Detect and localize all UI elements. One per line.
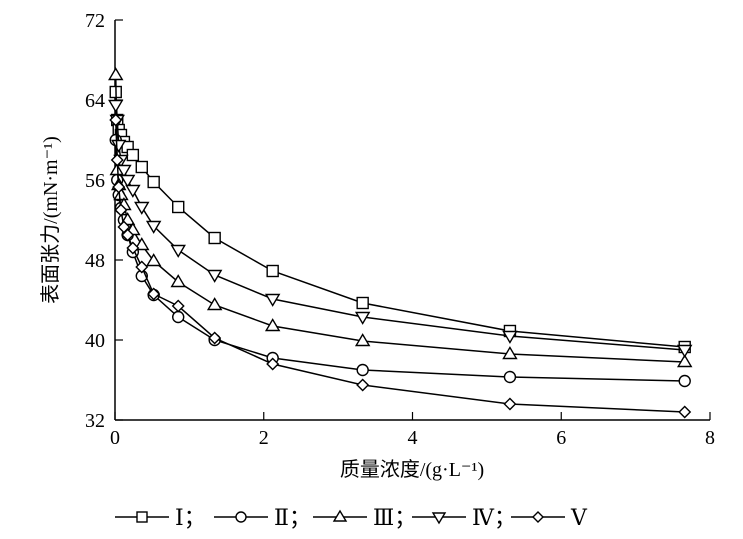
triangle-down-marker bbox=[170, 244, 186, 258]
diamond-marker bbox=[266, 357, 280, 371]
y-tick-label: 40 bbox=[85, 330, 105, 352]
square-marker bbox=[136, 511, 148, 523]
legend-item-5: Ⅴ bbox=[511, 505, 588, 530]
legend: Ⅰ； Ⅱ； Ⅲ； Ⅳ； Ⅴ bbox=[115, 505, 588, 530]
triangle-up-marker bbox=[170, 274, 186, 288]
x-tick-label: 2 bbox=[259, 427, 269, 449]
diamond-marker bbox=[503, 397, 517, 411]
triangle-up-marker bbox=[354, 333, 371, 347]
diamond-marker bbox=[678, 405, 692, 419]
square-marker bbox=[135, 160, 148, 174]
legend-item-4: Ⅳ； bbox=[412, 505, 516, 530]
triangle-up-marker bbox=[145, 253, 162, 267]
triangle-up-marker bbox=[264, 318, 281, 332]
triangle-up-marker bbox=[108, 67, 124, 81]
square-marker bbox=[266, 264, 279, 278]
diamond-marker bbox=[110, 153, 124, 167]
diamond-marker bbox=[114, 203, 128, 217]
triangle-down-marker bbox=[264, 293, 281, 307]
y-tick-label: 48 bbox=[85, 250, 105, 272]
diamond-marker bbox=[147, 287, 161, 301]
x-tick-label: 8 bbox=[705, 427, 715, 449]
y-axis-label: 表面张力/(mN·m⁻¹) bbox=[39, 136, 62, 304]
square-marker bbox=[172, 200, 185, 214]
diamond-marker bbox=[109, 113, 123, 127]
triangle-down-marker bbox=[116, 164, 132, 178]
triangle-down-marker bbox=[108, 99, 124, 113]
x-axis-label: 质量浓度/(g·L⁻¹) bbox=[340, 458, 484, 481]
plot-area bbox=[108, 67, 693, 419]
legend-label: Ⅱ； bbox=[274, 505, 311, 530]
x-tick-label: 6 bbox=[556, 427, 566, 449]
circle-marker bbox=[678, 374, 691, 388]
circle-marker bbox=[503, 370, 517, 384]
triangle-down-marker bbox=[110, 139, 127, 153]
axes: 32 40 48 56 64 72 0 2 4 6 8 bbox=[85, 10, 715, 449]
square-marker bbox=[208, 231, 221, 245]
diamond-marker bbox=[356, 378, 370, 392]
circle-marker bbox=[172, 310, 185, 324]
triangle-down-marker bbox=[134, 201, 150, 215]
diamond-marker bbox=[171, 299, 185, 313]
legend-label: Ⅳ； bbox=[472, 505, 516, 530]
diamond-marker bbox=[121, 228, 135, 242]
triangle-up-marker bbox=[113, 187, 129, 201]
x-tick-label: 4 bbox=[408, 427, 418, 449]
triangle-up-marker bbox=[134, 237, 150, 251]
circle-marker bbox=[235, 511, 247, 523]
y-tick-label: 72 bbox=[85, 10, 105, 32]
diamond-marker bbox=[112, 180, 126, 194]
square-marker bbox=[126, 148, 140, 162]
diamond-marker bbox=[208, 331, 222, 345]
diamond-marker bbox=[126, 241, 140, 255]
diamond-marker bbox=[135, 260, 149, 274]
triangle-down-marker bbox=[145, 220, 162, 234]
square-marker bbox=[147, 175, 160, 189]
triangle-up-marker bbox=[332, 509, 348, 522]
legend-item-2: Ⅱ； bbox=[214, 505, 311, 530]
series-line bbox=[114, 91, 685, 348]
series-4 bbox=[108, 99, 693, 358]
triangle-down-marker bbox=[354, 311, 371, 325]
circle-marker bbox=[356, 363, 369, 377]
series-1 bbox=[109, 85, 691, 354]
y-tick-label: 32 bbox=[85, 410, 105, 432]
triangle-down-marker bbox=[125, 184, 141, 198]
triangle-down-marker bbox=[119, 174, 136, 188]
triangle-down-marker bbox=[676, 344, 693, 358]
triangle-down-marker bbox=[206, 269, 223, 283]
legend-item-1: Ⅰ； bbox=[115, 505, 206, 530]
triangle-up-marker bbox=[206, 297, 223, 311]
legend-label: Ⅰ； bbox=[175, 505, 206, 530]
y-tick-label: 56 bbox=[85, 170, 105, 192]
series-5 bbox=[109, 113, 692, 419]
legend-label: Ⅴ bbox=[570, 505, 588, 530]
legend-item-3: Ⅲ； bbox=[313, 505, 416, 530]
series-2 bbox=[109, 133, 691, 388]
x-tick-label: 0 bbox=[110, 427, 120, 449]
triangle-down-marker bbox=[502, 330, 518, 344]
diamond-marker bbox=[532, 511, 544, 523]
triangle-down-marker bbox=[431, 512, 447, 525]
legend-label: Ⅲ； bbox=[373, 505, 416, 530]
series-line bbox=[114, 104, 685, 351]
triangle-up-marker bbox=[676, 354, 693, 368]
y-tick-label: 64 bbox=[85, 90, 105, 112]
triangle-up-marker bbox=[502, 346, 518, 360]
series-line bbox=[114, 74, 685, 363]
square-marker bbox=[356, 296, 369, 310]
